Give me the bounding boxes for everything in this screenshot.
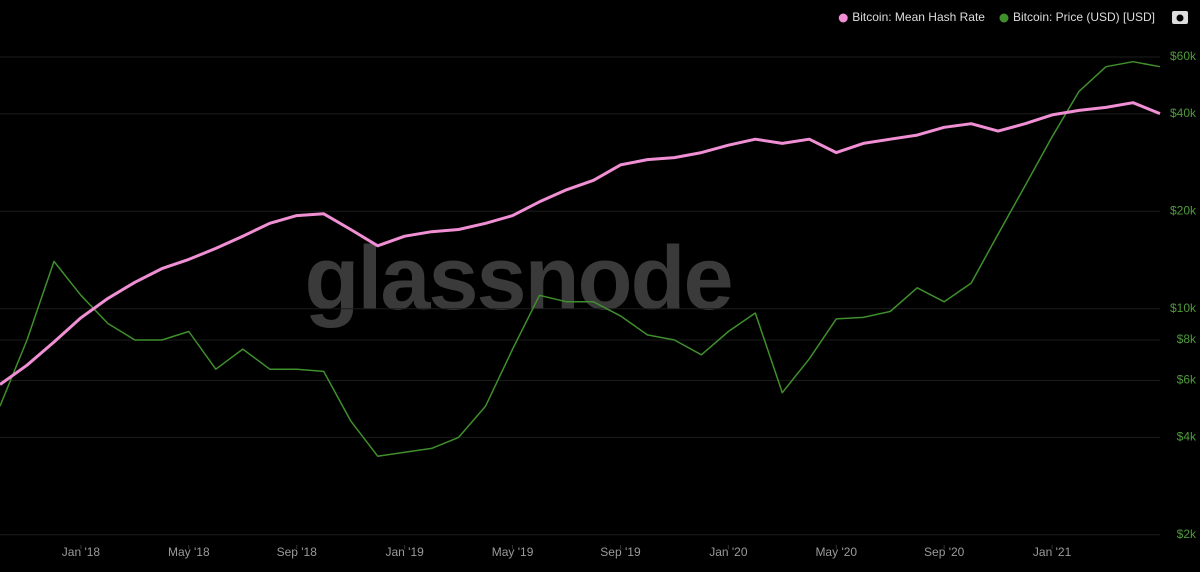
series-line <box>0 60 1161 457</box>
x-tick-label: Jan '20 <box>709 545 748 559</box>
y-tick-label: $20k <box>1170 203 1197 217</box>
legend-swatch <box>838 13 848 23</box>
x-tick-label: Sep '18 <box>277 545 318 559</box>
x-tick-label: Jan '19 <box>385 545 424 559</box>
x-tick-label: Sep '20 <box>924 545 965 559</box>
x-tick-label: Jan '21 <box>1033 545 1072 559</box>
y-tick-label: $6k <box>1177 373 1197 387</box>
x-tick-label: Jan '18 <box>62 545 101 559</box>
legend-label: Bitcoin: Mean Hash Rate <box>852 10 985 24</box>
watermark: glassnode <box>304 229 731 329</box>
legend-swatch <box>999 13 1009 23</box>
y-tick-label: $4k <box>1177 430 1197 444</box>
legend-label: Bitcoin: Price (USD) [USD] <box>1013 10 1155 24</box>
y-tick-label: $10k <box>1170 301 1197 315</box>
y-tick-label: $2k <box>1177 527 1197 541</box>
x-tick-label: May '19 <box>492 545 534 559</box>
x-tick-label: May '18 <box>168 545 210 559</box>
y-tick-label: $60k <box>1170 49 1197 63</box>
camera-lens[interactable] <box>1176 14 1184 22</box>
camera-icon[interactable] <box>1172 11 1188 24</box>
y-tick-label: $40k <box>1170 106 1197 120</box>
series-line <box>0 101 1161 386</box>
x-tick-label: Sep '19 <box>600 545 641 559</box>
x-tick-label: May '20 <box>815 545 857 559</box>
y-tick-label: $8k <box>1177 332 1197 346</box>
